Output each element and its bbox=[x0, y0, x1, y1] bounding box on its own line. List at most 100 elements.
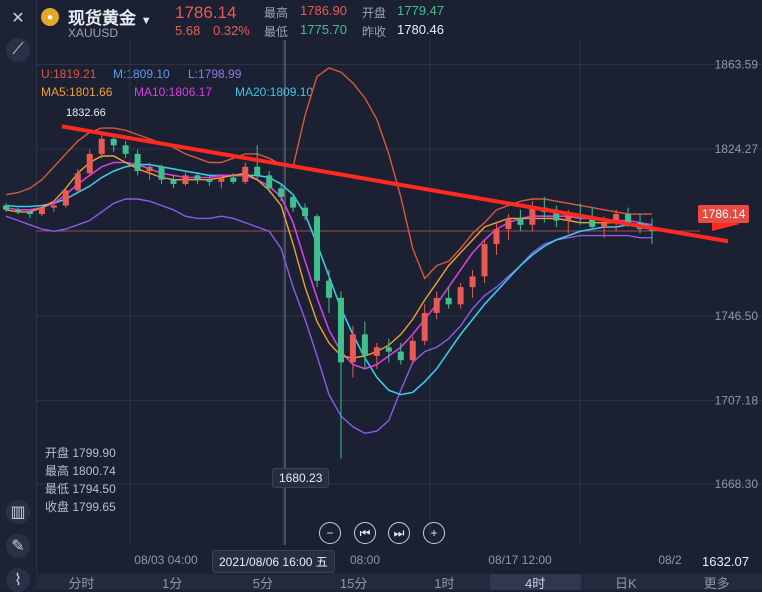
candle-body bbox=[74, 173, 81, 191]
candle-body bbox=[218, 177, 225, 182]
scroll-right-button[interactable]: ⏭ bbox=[388, 522, 410, 544]
candle-body bbox=[337, 297, 344, 363]
tab-1min[interactable]: 1分 bbox=[162, 576, 183, 591]
ohlc-low: 最低 1794.50 bbox=[45, 482, 116, 496]
crosshair-time-label: 2021/08/06 16:00 五 bbox=[212, 550, 335, 573]
trendline bbox=[61, 124, 729, 244]
candle-body bbox=[14, 209, 21, 212]
candle-style-icon[interactable]: ▥ bbox=[6, 500, 30, 524]
candle-body bbox=[314, 216, 321, 281]
candle-body bbox=[613, 214, 620, 223]
candle-body bbox=[134, 153, 141, 172]
pen-icon[interactable]: ✎ bbox=[6, 534, 30, 558]
candle-body bbox=[349, 334, 356, 363]
current-price-tag: 1786.14 bbox=[698, 205, 750, 223]
x-tick-label: 08:00 bbox=[350, 553, 380, 567]
ohlc-close: 收盘 1799.65 bbox=[45, 500, 116, 514]
candle-body bbox=[278, 188, 285, 197]
boll-mid-legend: M:1809.10 bbox=[113, 67, 170, 81]
tab-fenshi[interactable]: 分时 bbox=[68, 576, 95, 591]
candle-body bbox=[601, 222, 608, 227]
zoom-out-button[interactable]: − bbox=[319, 522, 341, 544]
candle-body bbox=[206, 179, 213, 182]
high-value: 1786.90 bbox=[300, 3, 347, 18]
candle-body bbox=[98, 138, 105, 154]
gold-coin-icon: ● bbox=[41, 8, 59, 26]
candle-body bbox=[146, 166, 153, 172]
bottom-right-value: 1632.07 bbox=[702, 554, 749, 569]
zoom-in-button[interactable]: + bbox=[423, 522, 445, 544]
symbol-name[interactable]: 现货黄金 ▼ bbox=[68, 9, 152, 28]
symbol-code: XAUUSD bbox=[68, 26, 119, 40]
candle-body bbox=[385, 347, 392, 352]
tab-15min[interactable]: 15分 bbox=[339, 576, 368, 591]
candle-body bbox=[290, 196, 297, 208]
tab-5min[interactable]: 5分 bbox=[252, 576, 273, 591]
tab-4h[interactable]: 4时 bbox=[489, 574, 581, 591]
candle-body bbox=[50, 205, 57, 208]
candle-body bbox=[110, 138, 117, 146]
prev-close-label: 昨收 bbox=[362, 25, 387, 39]
candle-body bbox=[266, 175, 273, 189]
tab-1h[interactable]: 1时 bbox=[434, 576, 455, 591]
candle-body bbox=[565, 214, 572, 221]
timeframe-tabs: 分时 1分 5分 15分 1时 4时 日K 更多 bbox=[36, 574, 762, 591]
candle-body bbox=[469, 276, 476, 288]
high-label: 最高 bbox=[264, 6, 289, 20]
candle-body bbox=[230, 177, 237, 182]
candle-body bbox=[481, 244, 488, 277]
candle-body bbox=[589, 218, 596, 227]
candle-body bbox=[3, 205, 9, 210]
candle-body bbox=[38, 207, 45, 215]
chevron-down-icon[interactable]: ▼ bbox=[140, 15, 152, 27]
draw-line-icon[interactable]: ⟋ bbox=[6, 38, 30, 62]
x-tick-label: 08/17 12:00 bbox=[488, 553, 552, 567]
candle-body bbox=[517, 218, 524, 225]
left-toolbar: ✕ ⟋ ▥ ✎ ⌇ bbox=[0, 0, 37, 592]
candle-body bbox=[361, 334, 368, 356]
candle-body bbox=[553, 211, 560, 221]
candle-body bbox=[26, 211, 33, 215]
ohlc-high: 最高 1800.74 bbox=[45, 464, 116, 478]
candle-body bbox=[182, 175, 189, 184]
candle-body bbox=[242, 166, 249, 182]
y-tick-label: 1863.59 bbox=[715, 58, 759, 72]
price-change-pct: 0.32% bbox=[213, 23, 250, 38]
candle-body bbox=[86, 153, 93, 174]
prev-close-value: 1780.46 bbox=[397, 22, 444, 37]
ma5-line bbox=[5, 155, 653, 359]
candle-body bbox=[625, 214, 632, 223]
boll-upper-legend: U:1819.21 bbox=[41, 67, 97, 81]
low-label: 最低 bbox=[264, 25, 289, 39]
y-tick-label: 1668.30 bbox=[715, 477, 759, 491]
candle-body bbox=[397, 351, 404, 361]
min-price-label: 1680.23 bbox=[272, 468, 330, 488]
candle-body bbox=[505, 218, 512, 230]
y-tick-label: 1707.18 bbox=[715, 394, 759, 408]
candle-body bbox=[445, 297, 452, 305]
candle-body bbox=[409, 340, 416, 361]
y-tick-label: 1746.50 bbox=[715, 309, 759, 323]
candle-body bbox=[433, 297, 440, 313]
low-value: 1775.70 bbox=[300, 22, 347, 37]
candle-body bbox=[493, 229, 500, 245]
candle-body bbox=[170, 179, 177, 184]
current-price: 1786.14 bbox=[175, 3, 237, 22]
price-change: 5.68 bbox=[175, 23, 201, 38]
boll-lower-line bbox=[5, 198, 652, 435]
tab-daily[interactable]: 日K bbox=[615, 576, 637, 591]
candle-body bbox=[122, 145, 129, 154]
candle-body bbox=[194, 175, 201, 180]
candle-body bbox=[158, 166, 165, 180]
close-icon[interactable]: ✕ bbox=[11, 10, 25, 27]
tab-more[interactable]: 更多 bbox=[703, 576, 730, 591]
indicator-icon[interactable]: ⌇ bbox=[6, 568, 30, 592]
scroll-left-button[interactable]: ⏮ bbox=[354, 522, 376, 544]
x-tick-label: 08/2 bbox=[658, 553, 682, 567]
max-price-label: 1832.66 bbox=[66, 107, 106, 119]
open-label: 开盘 bbox=[362, 6, 387, 20]
ma10-line bbox=[5, 161, 653, 370]
open-value: 1779.47 bbox=[397, 3, 444, 18]
candle-body bbox=[326, 280, 332, 298]
